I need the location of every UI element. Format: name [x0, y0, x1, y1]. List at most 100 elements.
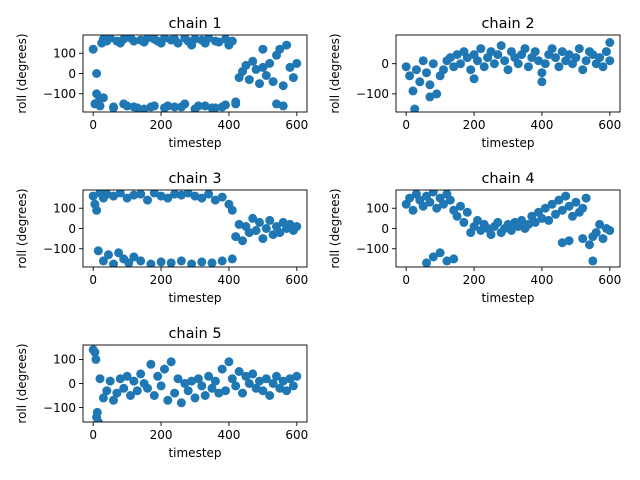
scatter-point [523, 219, 533, 229]
scatter-point [210, 195, 220, 205]
scatter-point [425, 80, 435, 90]
scatter-point [418, 56, 428, 66]
scatter-point [520, 44, 530, 54]
scatter-point [585, 240, 594, 250]
scatter-point [156, 257, 166, 267]
scatter-point [221, 100, 230, 110]
scatter-point [115, 190, 125, 198]
scatter-point [204, 371, 214, 381]
scatter-point [278, 81, 288, 91]
scatter-point [439, 65, 448, 75]
scatter-point [251, 383, 261, 393]
scatter-point [605, 38, 615, 47]
scatter-point [238, 388, 247, 398]
scatter-point [231, 232, 241, 242]
scatter-point [564, 236, 574, 246]
x-tick-label: 200 [150, 118, 173, 132]
scatter-point [217, 256, 227, 266]
x-tick-label: 0 [89, 428, 97, 442]
scatter-point [105, 376, 115, 386]
scatter-point [598, 234, 608, 244]
scatter-point [197, 257, 207, 267]
scatter-point [288, 381, 298, 391]
scatter-point [109, 395, 118, 405]
scatter-point [435, 248, 445, 258]
x-tick-label: 400 [530, 118, 553, 132]
scatter-point [109, 103, 118, 112]
scatter-point [275, 228, 285, 238]
scatter-point [479, 62, 489, 72]
scatter-point [255, 79, 264, 89]
scatter-point [489, 59, 499, 69]
scatter-point [93, 246, 103, 256]
scatter-point [91, 354, 101, 364]
scatter-point [278, 376, 288, 386]
scatter-point [275, 44, 285, 54]
scatter-point [204, 190, 214, 199]
scatter-point [197, 193, 207, 203]
x-tick-label: 200 [463, 118, 486, 132]
scatter-point [486, 47, 496, 57]
scatter-point [456, 59, 465, 69]
scatter-point [129, 36, 139, 46]
scatter-point [258, 62, 268, 72]
x-tick-label: 600 [285, 118, 308, 132]
scatter-point [227, 254, 237, 264]
scatter-point [540, 203, 550, 213]
scatter-point [428, 59, 438, 69]
scatter-point [248, 369, 258, 379]
scatter-point [139, 104, 149, 112]
scatter-point [136, 256, 146, 266]
scatter-point [187, 376, 197, 386]
scatter-point [88, 191, 98, 201]
scatter-point [442, 256, 452, 266]
scatter-point [557, 47, 567, 57]
scatter-point [292, 222, 302, 231]
scatter-point [588, 256, 598, 266]
scatter-point [534, 56, 543, 66]
scatter-point [183, 190, 193, 198]
scatter-point [190, 35, 200, 44]
scatter-point [156, 381, 166, 391]
scatter-point [408, 86, 418, 96]
scatter-point [234, 219, 244, 229]
scatter-point [595, 53, 605, 63]
scatter-point [554, 195, 564, 205]
y-axis-label: roll (degrees) [328, 33, 342, 113]
scatter-point [173, 38, 183, 48]
scatter-point [547, 199, 557, 209]
scatter-point [119, 35, 129, 44]
scatter-point [285, 62, 295, 72]
scatter-point [506, 226, 516, 235]
scatter-point [595, 219, 605, 229]
scatter-point [143, 35, 152, 43]
scatter-series [401, 38, 615, 112]
y-tick-label: 100 [53, 47, 76, 61]
scatter-series [88, 190, 302, 267]
scatter-point [275, 383, 285, 393]
scatter-point [265, 58, 275, 68]
chart-title: chain 3 [168, 171, 221, 187]
scatter-point [493, 50, 503, 60]
scatter-point [122, 371, 132, 381]
scatter-point [104, 250, 113, 260]
x-axis-label: timestep [168, 291, 221, 305]
scatter-point [166, 258, 176, 267]
scatter-point [90, 347, 100, 357]
scatter-point [272, 371, 281, 381]
scatter-point [129, 376, 139, 386]
y-axis-label: roll (degrees) [15, 188, 29, 268]
scatter-point [551, 53, 560, 63]
scatter-point [503, 65, 513, 75]
scatter-point [143, 195, 152, 205]
scatter-point [265, 215, 275, 225]
x-axis-label: timestep [168, 446, 221, 460]
scatter-point [231, 97, 241, 107]
scatter-point [268, 77, 278, 87]
scatter-point [408, 205, 418, 215]
scatter-point [149, 190, 159, 198]
scatter-point [411, 65, 421, 75]
scatter-point [547, 44, 557, 54]
scatter-point [591, 228, 601, 238]
